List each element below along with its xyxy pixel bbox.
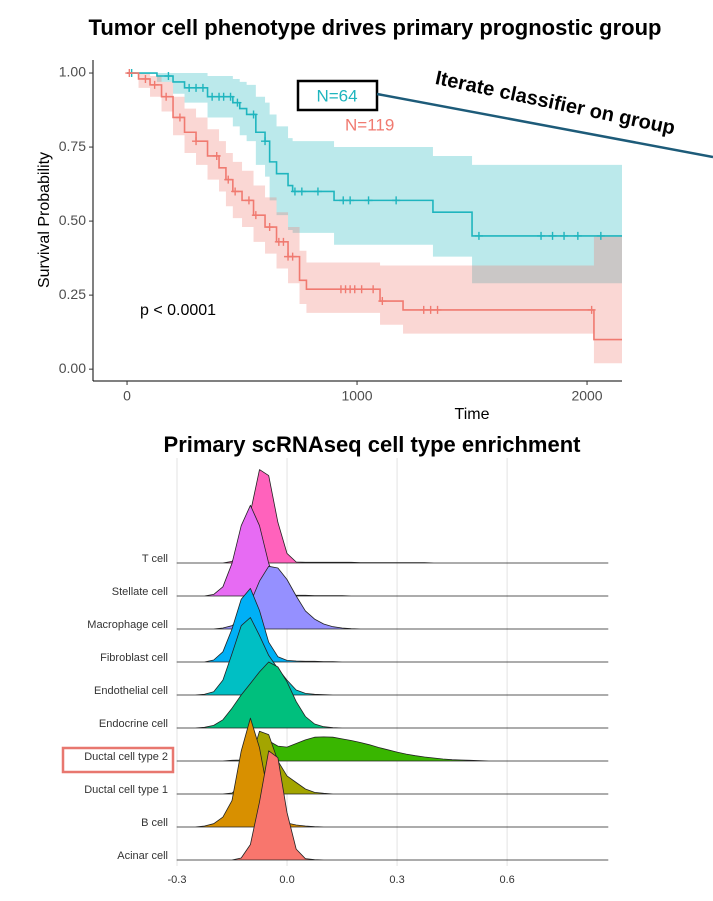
censor-mark xyxy=(249,110,258,119)
group-label: N=64 xyxy=(316,86,357,105)
p-value: p < 0.0001 xyxy=(140,302,216,319)
censor-mark xyxy=(537,231,546,240)
ridgeline-chart: -0.3 0.0 0.3 0.6 T cell Stellate cell Macropha… xyxy=(84,458,609,886)
censor-mark xyxy=(433,305,442,314)
censor-mark xyxy=(339,196,348,205)
confidence-band xyxy=(127,73,622,364)
y-tick-label: T cell xyxy=(142,553,168,565)
censor-mark xyxy=(474,231,483,240)
censor-mark xyxy=(198,83,207,92)
chart-title: Primary scRNAseq cell type enrichment xyxy=(164,432,582,457)
censor-mark xyxy=(596,231,605,240)
censor-mark xyxy=(192,137,201,146)
y-tick-label: 0.00 xyxy=(59,360,86,376)
censor-mark xyxy=(378,297,387,306)
censor-mark xyxy=(164,71,173,80)
censor-mark xyxy=(548,231,557,240)
ridge xyxy=(176,717,609,828)
censor-mark xyxy=(185,83,194,92)
ridge xyxy=(176,504,609,597)
y-tick-label: Ductal cell type 2 xyxy=(84,751,168,763)
chart-title: Tumor cell phenotype drives primary prog… xyxy=(89,15,662,40)
x-tick-label: -0.3 xyxy=(168,874,187,886)
x-tick-label: 0 xyxy=(123,388,131,404)
y-tick-label: Acinar cell xyxy=(117,850,168,862)
highlight-box xyxy=(296,79,379,112)
callout-line xyxy=(376,92,713,159)
censor-mark xyxy=(346,196,355,205)
highlight-box xyxy=(61,746,175,774)
censor-mark xyxy=(226,92,235,101)
y-tick-label: Macrophage cell xyxy=(87,619,168,631)
ridge xyxy=(176,661,609,729)
censor-mark xyxy=(313,187,322,196)
censor-mark xyxy=(279,237,288,246)
y-tick-label: Endocrine cell xyxy=(99,718,168,730)
censor-mark xyxy=(290,187,299,196)
censor-mark xyxy=(141,74,150,83)
y-tick-label: Endothelial cell xyxy=(94,685,168,697)
y-tick-label: B cell xyxy=(141,817,168,829)
censor-mark xyxy=(224,175,233,184)
censor-mark xyxy=(192,83,201,92)
censor-mark xyxy=(231,187,240,196)
censor-mark xyxy=(212,151,221,160)
censor-mark xyxy=(369,285,378,294)
censor-mark xyxy=(297,187,306,196)
censor-mark xyxy=(573,231,582,240)
y-tick-label: 0.75 xyxy=(59,138,86,154)
censor-mark xyxy=(251,211,260,220)
censor-mark xyxy=(426,305,435,314)
censor-mark xyxy=(265,223,274,232)
y-tick-label: Ductal cell type 1 xyxy=(84,784,168,796)
censor-mark xyxy=(261,137,270,146)
censor-mark xyxy=(357,285,366,294)
y-tick-label: Fibroblast cell xyxy=(100,652,168,664)
y-tick-label: 0.50 xyxy=(59,212,86,228)
censor-mark xyxy=(364,196,373,205)
confidence-band xyxy=(127,73,622,284)
ridge xyxy=(176,750,609,861)
y-tick-label: Stellate cell xyxy=(112,586,168,598)
censor-mark xyxy=(233,98,242,107)
censor-mark xyxy=(560,231,569,240)
censor-mark xyxy=(208,92,217,101)
x-tick-label: 2000 xyxy=(571,388,602,404)
ridge xyxy=(176,617,609,696)
censor-mark xyxy=(244,196,253,205)
censor-mark xyxy=(150,80,159,89)
y-tick-label: 0.25 xyxy=(59,286,86,302)
x-tick-label: 0.0 xyxy=(279,874,294,886)
survival-chart: 1.00 0.75 0.50 0.25 0.00 0 1000 2000 xyxy=(59,60,622,404)
x-tick-label: 0.3 xyxy=(389,874,404,886)
y-tick-label: 1.00 xyxy=(59,64,86,80)
x-tick-label: 1000 xyxy=(341,388,372,404)
survival-line xyxy=(127,72,622,237)
censor-mark xyxy=(175,113,184,122)
y-axis-title: Survival Probability xyxy=(36,152,53,288)
censor-mark xyxy=(587,305,596,314)
censor-mark xyxy=(288,252,297,261)
censor-mark xyxy=(125,69,134,78)
x-tick-label: 0.6 xyxy=(499,874,514,886)
censor-mark xyxy=(350,285,359,294)
group-label: N=119 xyxy=(345,115,394,134)
censor-mark xyxy=(162,92,171,101)
x-axis-title: Time xyxy=(455,406,490,423)
censor-mark xyxy=(219,92,228,101)
censor-mark xyxy=(419,305,428,314)
censor-mark xyxy=(392,196,401,205)
ridge xyxy=(176,588,609,663)
